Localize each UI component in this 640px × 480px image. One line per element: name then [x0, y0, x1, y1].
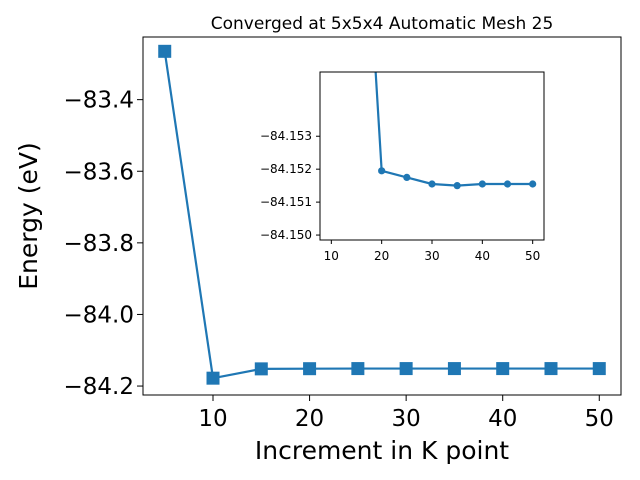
inset-y-ticks: −84.153 −84.152 −84.151 −84.150 — [260, 129, 320, 242]
inset-y-tick-label: −84.151 — [260, 195, 312, 209]
main-x-tick-label: 40 — [488, 406, 517, 432]
inset-y-tick-label: −84.152 — [260, 162, 312, 176]
main-data-point — [399, 362, 413, 376]
main-data-point — [254, 362, 268, 376]
main-x-tick-label: 30 — [392, 406, 421, 432]
main-data-point — [351, 362, 365, 376]
inset-data-point — [428, 180, 436, 188]
inset-data-point — [529, 180, 537, 188]
main-y-tick-label: −83.4 — [64, 88, 134, 114]
main-series — [158, 44, 606, 385]
main-plot-frame — [142, 36, 622, 396]
main-x-tick-label: 50 — [585, 406, 614, 432]
inset-data-point — [453, 182, 461, 190]
main-data-point — [447, 362, 461, 376]
inset-x-tick-label: 30 — [424, 249, 439, 263]
chart-title: Converged at 5x5x4 Automatic Mesh 25 — [211, 14, 554, 34]
inset-data-point — [403, 173, 411, 182]
main-data-point — [303, 362, 317, 376]
y-axis-label: Energy (eV) — [14, 142, 43, 289]
main-y-tick-label: −84.2 — [64, 374, 134, 400]
main-data-point — [592, 362, 606, 376]
inset-data-point — [378, 167, 386, 175]
inset-x-tick-label: 50 — [525, 249, 540, 263]
main-y-tick-label: −83.8 — [64, 231, 134, 257]
inset-x-tick-label: 40 — [475, 249, 490, 263]
inset-plot-background — [320, 72, 544, 240]
main-data-point — [206, 371, 220, 385]
inset-x-tick-label: 10 — [324, 249, 339, 263]
main-x-tick-label: 10 — [198, 406, 227, 432]
main-x-tick-label: 20 — [295, 406, 324, 432]
inset-data-point — [478, 180, 486, 188]
inset-x-ticks: 10 20 30 40 50 — [324, 240, 540, 263]
main-data-point — [496, 362, 510, 376]
x-axis-label: Increment in K point — [255, 436, 509, 465]
main-data-point — [158, 44, 172, 58]
main-y-ticks: −84.2 −84.0 −83.8 −83.6 −83.4 — [64, 88, 143, 400]
main-y-tick-label: −83.6 — [64, 159, 134, 185]
inset-y-tick-label: −84.153 — [260, 129, 312, 143]
main-series-line — [163, 51, 600, 380]
inset-series — [374, 72, 537, 190]
main-x-ticks: 10 20 30 40 50 — [198, 395, 614, 432]
inset-data-point — [503, 180, 512, 188]
inset-y-tick-label: −84.150 — [260, 228, 312, 242]
main-y-tick-label: −84.0 — [64, 302, 134, 328]
main-data-point — [544, 362, 558, 376]
inset-x-tick-label: 20 — [374, 249, 389, 263]
